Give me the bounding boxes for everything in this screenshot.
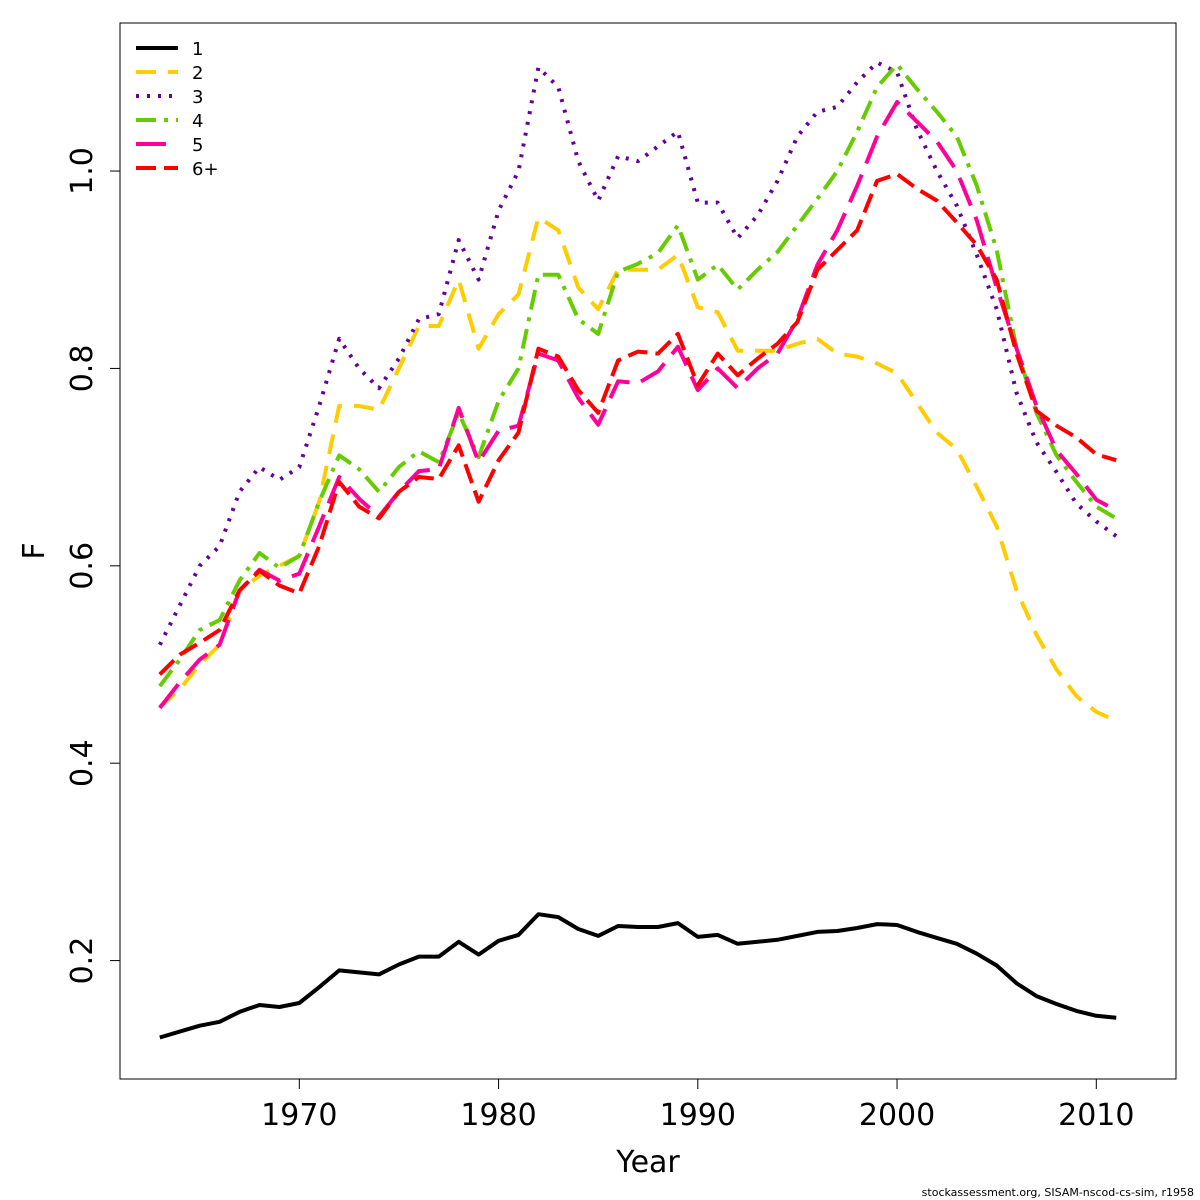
series-layer: [158, 60, 1118, 1040]
y-axis: 0.2 0.4 0.6 0.8 1.0: [65, 147, 121, 985]
y-tick-label: 1.0: [65, 147, 100, 195]
x-tick-label: 2000: [859, 1098, 935, 1133]
series-line-2: [158, 215, 1118, 723]
footer-credit: stockassessment.org, SISAM-nscod-cs-sim,…: [922, 1186, 1194, 1199]
series-line-1: [159, 912, 1117, 1040]
y-tick-label: 0.2: [65, 937, 100, 985]
plot-frame: [119, 22, 1177, 1080]
x-axis: 1970 1980 1990 2000 2010: [261, 1078, 1134, 1133]
x-tick-label: 1970: [261, 1098, 337, 1133]
y-tick-label: 0.8: [65, 345, 100, 393]
legend-label: 2: [192, 63, 203, 84]
x-axis-title: Year: [615, 1145, 680, 1180]
x-tick-label: 2010: [1058, 1098, 1134, 1133]
series-line-3: [158, 60, 1118, 646]
x-tick-label: 1990: [660, 1098, 736, 1133]
x-tick-label: 1980: [460, 1098, 536, 1133]
legend-label: 3: [192, 87, 203, 108]
legend: 1 2 3 4 5 6+: [136, 39, 219, 180]
series-line-5: [158, 100, 1118, 710]
legend-label: 5: [192, 135, 203, 156]
legend-label: 1: [192, 39, 203, 60]
legend-label: 6+: [192, 159, 219, 180]
y-tick-label: 0.6: [65, 542, 100, 590]
series-line-4: [158, 62, 1118, 688]
y-axis-title: F: [17, 542, 52, 559]
series-line-6plus: [158, 172, 1117, 676]
y-tick-label: 0.4: [65, 739, 100, 787]
legend-label: 4: [192, 111, 203, 132]
